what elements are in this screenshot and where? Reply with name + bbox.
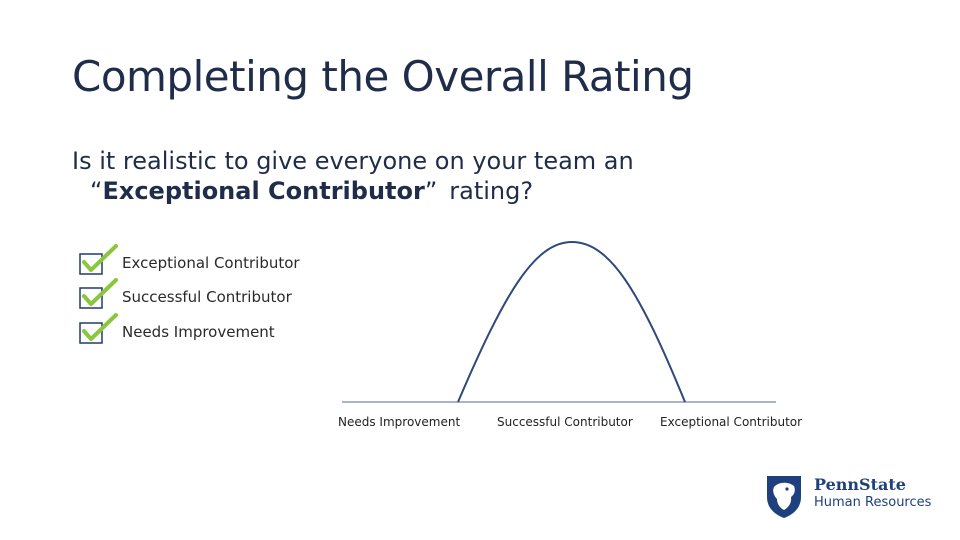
axis-label-exceptional: Exceptional Contributor [660, 415, 803, 429]
checklist-label: Needs Improvement [122, 323, 275, 341]
checklist-item-exceptional: Exceptional Contributor [78, 240, 338, 275]
axis-label-needs-improvement: Needs Improvement [338, 415, 461, 429]
slide-title: Completing the Overall Rating [72, 52, 694, 101]
logo-unit: Human Resources [814, 495, 932, 510]
pennstate-hr-logo: PennState Human Resources [764, 473, 934, 521]
checklist-label: Successful Contributor [122, 288, 292, 306]
nittany-lion-shield-icon [767, 476, 801, 518]
quote-open: “ [90, 177, 103, 205]
checkbox-checked-icon [79, 313, 118, 344]
checkbox-checked-icon [79, 244, 118, 275]
question-text: Is it realistic to give everyone on your… [72, 146, 634, 206]
checklist-item-needs-improvement: Needs Improvement [78, 309, 338, 344]
checklist-item-successful: Successful Contributor [78, 274, 338, 309]
bell-curve-line [457, 240, 686, 403]
question-end: rating? [449, 177, 534, 205]
checklist-label: Exceptional Contributor [122, 254, 300, 272]
checkbox-checked-icon [79, 278, 118, 309]
axis-label-successful: Successful Contributor [497, 415, 633, 429]
question-line-2: “Exceptional Contributor” rating? [72, 176, 634, 206]
logo-name: PennState [814, 475, 906, 494]
question-line-1: Is it realistic to give everyone on your… [72, 147, 634, 175]
quote-close: ” [424, 177, 438, 205]
question-emphasis: Exceptional Contributor [102, 177, 425, 205]
distribution-curve [342, 240, 776, 403]
